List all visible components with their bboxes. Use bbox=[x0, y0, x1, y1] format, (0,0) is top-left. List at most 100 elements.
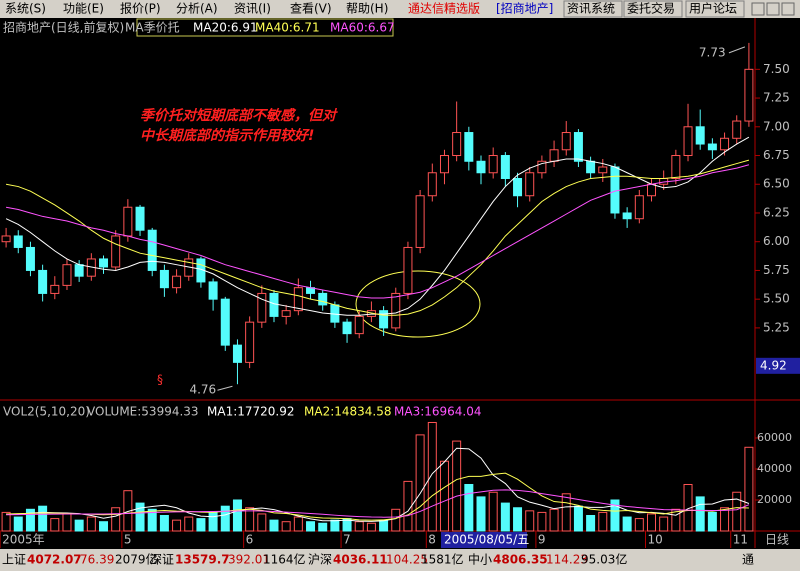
volume-bar bbox=[537, 511, 547, 532]
volume-bar bbox=[354, 521, 364, 532]
volume-bar bbox=[439, 460, 449, 532]
candle-body bbox=[147, 229, 157, 271]
candle-body bbox=[62, 264, 72, 286]
volume-bar bbox=[622, 516, 632, 532]
ma-line bbox=[5, 159, 750, 316]
marker: § bbox=[157, 373, 163, 387]
y-tick-label: 5.50 bbox=[763, 292, 790, 306]
legend-entry: MA40:6.71 bbox=[255, 21, 320, 35]
legend-entry: MA3:16964.04 bbox=[394, 405, 482, 419]
candle-body bbox=[232, 344, 242, 363]
volume-bar bbox=[707, 511, 717, 532]
button-label[interactable]: 用户论坛 bbox=[689, 1, 737, 16]
candle-body bbox=[427, 172, 437, 197]
candle-body bbox=[732, 120, 742, 139]
candle-body bbox=[634, 195, 644, 220]
candle-body bbox=[159, 269, 169, 289]
volume-bar bbox=[659, 516, 669, 532]
legend-entry: MA1:17720.92 bbox=[207, 405, 295, 419]
button[interactable] bbox=[685, 0, 745, 18]
candle-body bbox=[257, 292, 267, 323]
button[interactable] bbox=[563, 0, 623, 18]
candle-body bbox=[391, 292, 401, 329]
y-tick-label: 60000 bbox=[757, 431, 792, 444]
volume-bar bbox=[573, 505, 583, 532]
candle-body bbox=[245, 321, 255, 363]
volume-bar bbox=[220, 505, 230, 532]
x-tick-label: 2005年 bbox=[2, 533, 45, 547]
volume-bar bbox=[549, 508, 559, 532]
volume-ma-line bbox=[6, 447, 750, 522]
status-value: 4072.07 bbox=[27, 553, 82, 567]
brand: 通达信精选版 bbox=[408, 2, 480, 16]
volume-bar bbox=[147, 508, 157, 532]
ma-line bbox=[5, 136, 750, 316]
status-value: 1581亿 bbox=[421, 552, 464, 567]
status-label: 中小 bbox=[468, 552, 492, 567]
status-value: 114.23 bbox=[546, 553, 588, 567]
volume-bar bbox=[646, 513, 656, 532]
volume-bar bbox=[695, 496, 705, 532]
status-value: 104.25 bbox=[386, 553, 428, 567]
y-tick-label: 6.00 bbox=[763, 234, 790, 248]
candle-body bbox=[744, 68, 754, 122]
candle-body bbox=[281, 310, 291, 317]
volume-bar bbox=[452, 440, 462, 532]
volume-bar bbox=[257, 513, 267, 532]
volume-bar bbox=[1, 511, 11, 532]
menu-item[interactable]: 资讯(I) bbox=[234, 2, 271, 16]
candle-body bbox=[38, 269, 48, 294]
close-button[interactable] bbox=[781, 2, 795, 16]
min-button[interactable] bbox=[751, 2, 765, 16]
status-value: 392.01 bbox=[228, 553, 270, 567]
status-label: 深证 bbox=[150, 553, 174, 567]
candle-body bbox=[573, 132, 583, 162]
volume-bar bbox=[732, 491, 742, 532]
candle-body bbox=[220, 298, 230, 346]
candle-body bbox=[111, 235, 121, 268]
x-tick-label: 8 bbox=[428, 533, 436, 547]
x-tick-label: 7 bbox=[343, 533, 351, 547]
menu-item[interactable]: 分析(A) bbox=[176, 2, 218, 16]
button-label[interactable]: 委托交易 bbox=[627, 1, 675, 16]
x-tick-label: 5 bbox=[124, 533, 132, 547]
volume-bar bbox=[634, 518, 644, 532]
x-tick-label: 10 bbox=[647, 533, 662, 547]
volume-bar bbox=[196, 518, 206, 532]
volume-bar bbox=[318, 522, 328, 532]
candle-body bbox=[707, 143, 717, 151]
volume-bar bbox=[25, 508, 35, 532]
low-label: 4.76 bbox=[189, 383, 216, 397]
candle-body bbox=[123, 206, 133, 237]
x-tick-label: 9 bbox=[538, 533, 546, 547]
max-button[interactable] bbox=[766, 2, 780, 16]
candle-body bbox=[452, 132, 462, 157]
button-label[interactable]: 资讯系统 bbox=[567, 2, 615, 16]
y-tick-label: 6.50 bbox=[763, 177, 790, 191]
candle-body bbox=[513, 178, 523, 197]
y-tick-label: 6.75 bbox=[763, 148, 790, 162]
candle-body bbox=[439, 155, 449, 174]
candle-body bbox=[269, 292, 279, 317]
volume-bar bbox=[13, 516, 23, 532]
volume-ma-line bbox=[6, 489, 750, 518]
candle-body bbox=[318, 292, 328, 306]
volume-bar bbox=[464, 483, 474, 532]
menu-item[interactable]: 查看(V) bbox=[290, 2, 332, 16]
button[interactable] bbox=[623, 0, 683, 18]
menu-item[interactable]: 报价(P) bbox=[120, 1, 161, 16]
volume-bar bbox=[135, 502, 145, 532]
status-bar bbox=[0, 549, 800, 571]
menu-item[interactable]: 功能(E) bbox=[63, 2, 104, 16]
candle-body bbox=[293, 287, 303, 312]
volume-bar bbox=[671, 508, 681, 532]
menu-item[interactable]: 帮助(H) bbox=[346, 2, 388, 16]
volume-bar bbox=[245, 507, 255, 532]
volume-bar bbox=[86, 516, 96, 532]
menu-item[interactable]: 系统(S) bbox=[5, 2, 46, 16]
candle-body bbox=[622, 212, 632, 220]
cursor-price-box bbox=[756, 357, 800, 374]
candle-body bbox=[342, 321, 352, 335]
candle-body bbox=[646, 183, 656, 197]
